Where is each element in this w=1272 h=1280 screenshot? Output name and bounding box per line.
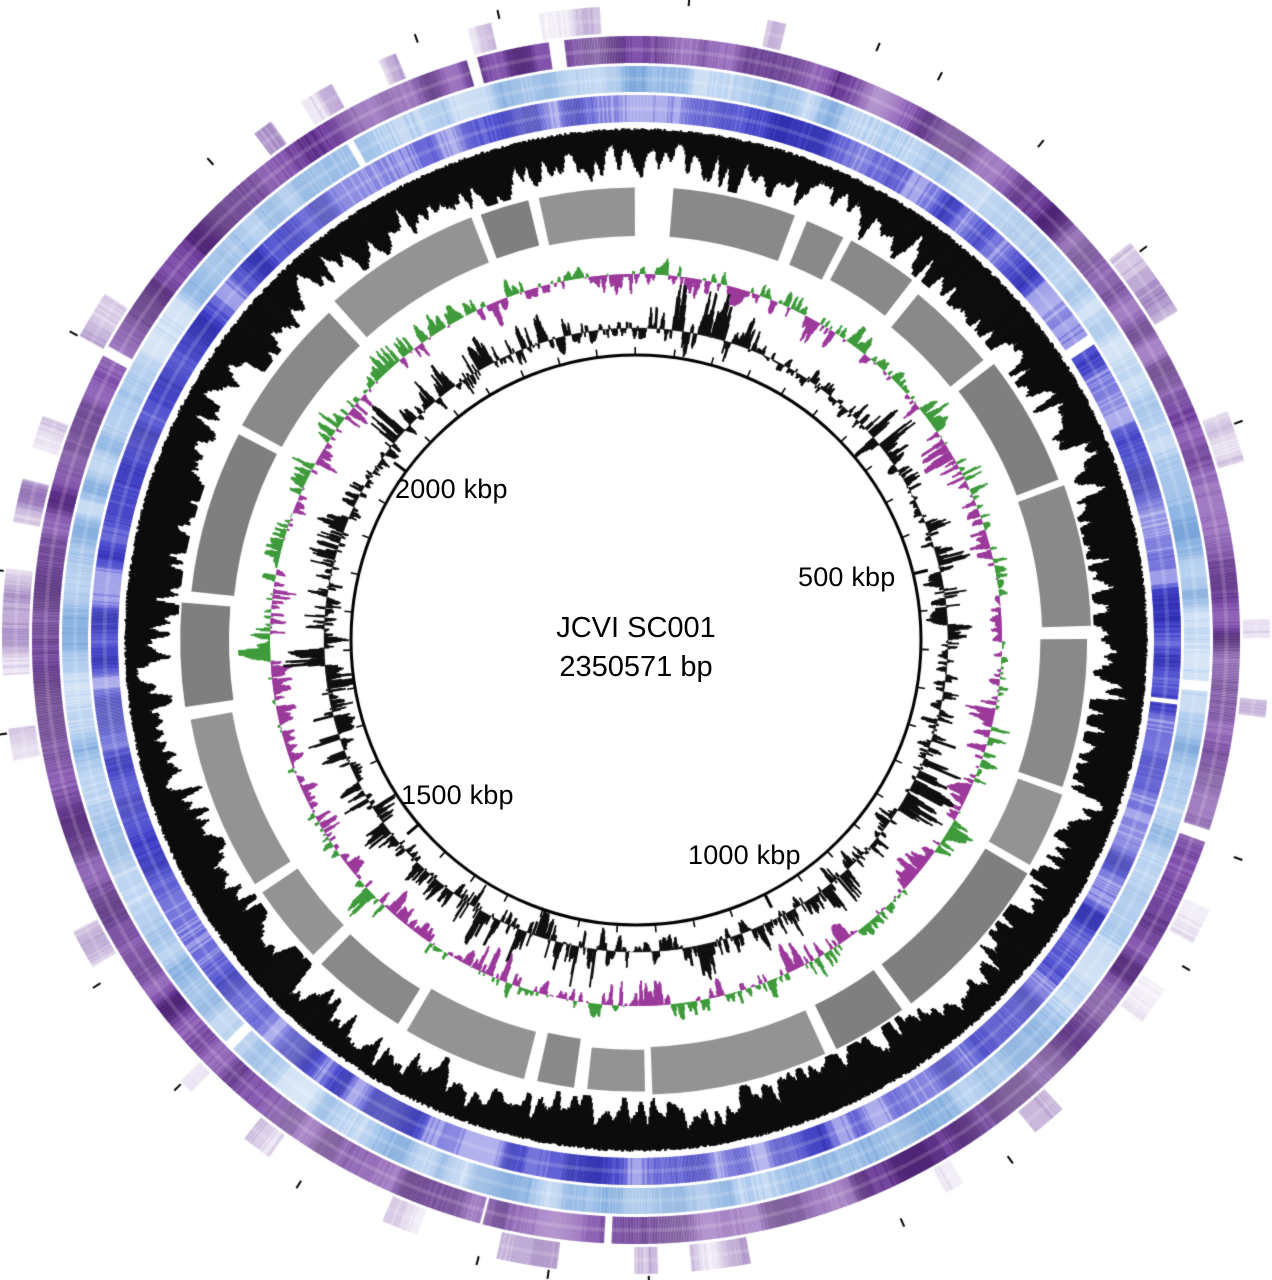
scale-label-500kbp: 500 kbp (798, 562, 896, 592)
genome-title: JCVI SC001 (556, 612, 716, 644)
scale-label-1000kbp: 1000 kbp (688, 840, 801, 870)
scale-label-2000kbp: 2000 kbp (395, 474, 508, 504)
genome-length: 2350571 bp (559, 651, 713, 683)
scale-label-1500kbp: 1500 kbp (401, 780, 514, 810)
